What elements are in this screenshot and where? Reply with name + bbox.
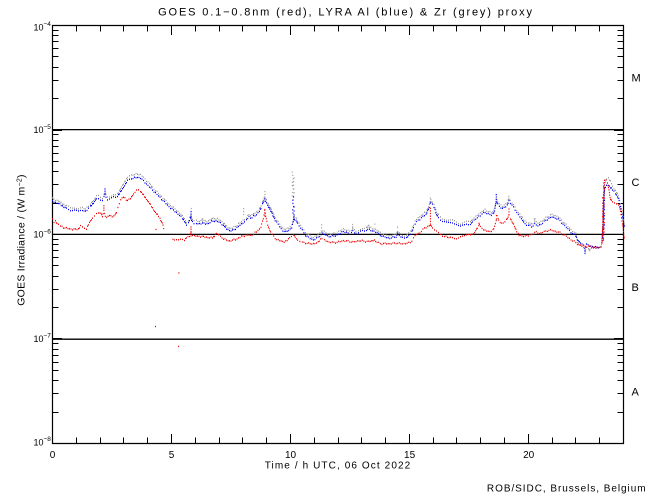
svg-text:10: 10 (34, 125, 44, 135)
svg-text:M: M (632, 72, 641, 84)
svg-text:10: 10 (34, 230, 44, 240)
svg-text:GOES Irradiance / (W m−2): GOES Irradiance / (W m−2) (16, 174, 28, 306)
svg-text:−7: −7 (44, 333, 52, 340)
svg-text:C: C (632, 177, 640, 189)
svg-text:15: 15 (404, 450, 416, 461)
svg-text:−4: −4 (44, 21, 52, 28)
svg-text:20: 20 (523, 450, 535, 461)
svg-text:10: 10 (34, 334, 44, 344)
svg-text:A: A (632, 387, 640, 399)
svg-text:GOES 0.1−0.8nm (red), LYRA Al: GOES 0.1−0.8nm (red), LYRA Al (blue) & Z… (158, 7, 534, 19)
svg-text:0: 0 (50, 450, 56, 461)
svg-text:Time / h UTC, 06 Oct 2022: Time / h UTC, 06 Oct 2022 (265, 461, 412, 472)
svg-text:10: 10 (285, 450, 297, 461)
svg-text:10: 10 (34, 23, 44, 33)
svg-text:10: 10 (34, 437, 44, 447)
svg-text:−5: −5 (44, 124, 52, 131)
svg-text:5: 5 (169, 450, 175, 461)
svg-text:−8: −8 (44, 436, 52, 443)
svg-text:−6: −6 (44, 228, 52, 235)
svg-text:B: B (632, 282, 639, 294)
svg-text:ROB/SIDC, Brussels, Belgium: ROB/SIDC, Brussels, Belgium (487, 483, 647, 494)
